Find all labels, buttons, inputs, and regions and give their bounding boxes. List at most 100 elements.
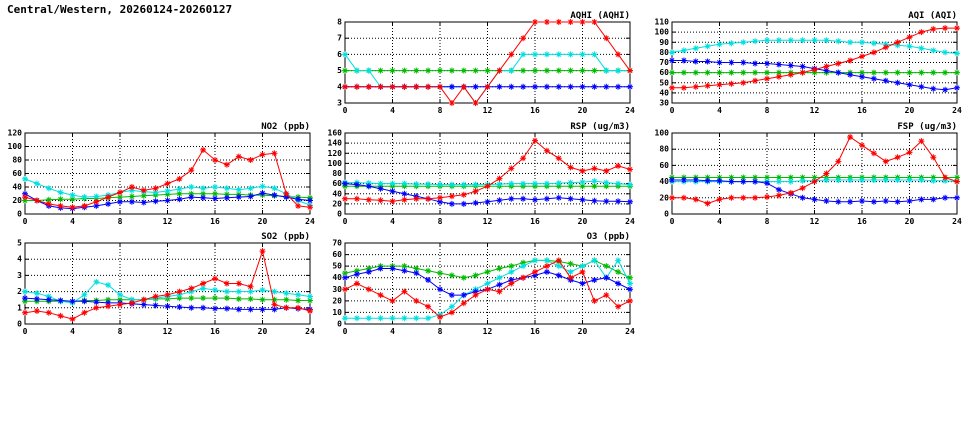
svg-text:4: 4 xyxy=(717,217,722,226)
svg-text:8: 8 xyxy=(438,106,443,115)
svg-text:7: 7 xyxy=(337,34,342,43)
svg-text:0: 0 xyxy=(343,106,348,115)
svg-text:5: 5 xyxy=(337,66,342,75)
no2-chart: 0 20 40 60 80 100 120 0 4 8 12 16 20 24 NO2 (ppb) xyxy=(0,121,320,229)
page-title: Central/Western, 20260124-20260127 xyxy=(7,3,233,16)
svg-text:2: 2 xyxy=(17,287,22,296)
svg-text:20: 20 xyxy=(332,296,342,305)
svg-text:24: 24 xyxy=(952,106,962,115)
svg-text:16: 16 xyxy=(857,217,867,226)
svg-text:20: 20 xyxy=(258,217,268,226)
svg-text:16: 16 xyxy=(530,327,540,336)
svg-text:6: 6 xyxy=(337,50,342,59)
aqi-chart: 30 40 50 60 70 80 90 100 110 0 4 8 12 16 20 24 AQI (AQI) xyxy=(647,10,967,118)
svg-text:0: 0 xyxy=(343,217,348,226)
svg-text:4: 4 xyxy=(70,217,75,226)
svg-text:12: 12 xyxy=(483,217,493,226)
svg-text:4: 4 xyxy=(17,255,22,264)
svg-text:10: 10 xyxy=(332,308,342,317)
svg-text:24: 24 xyxy=(625,327,635,336)
svg-text:100: 100 xyxy=(328,159,343,168)
svg-text:160: 160 xyxy=(328,129,343,138)
svg-text:100: 100 xyxy=(655,129,670,138)
svg-text:24: 24 xyxy=(305,327,315,336)
svg-text:0: 0 xyxy=(343,327,348,336)
svg-text:0: 0 xyxy=(670,217,675,226)
svg-text:20: 20 xyxy=(578,327,588,336)
svg-text:40: 40 xyxy=(659,177,669,186)
svg-text:30: 30 xyxy=(659,99,669,108)
svg-text:20: 20 xyxy=(332,199,342,208)
so2-chart: 0 1 2 3 4 5 0 4 8 12 16 20 24 SO2 (ppb) xyxy=(0,231,320,339)
svg-text:8: 8 xyxy=(438,327,443,336)
svg-text:FSP (ug/m3): FSP (ug/m3) xyxy=(897,122,957,132)
svg-text:4: 4 xyxy=(390,217,395,226)
svg-text:3: 3 xyxy=(17,271,22,280)
svg-text:60: 60 xyxy=(332,179,342,188)
svg-text:140: 140 xyxy=(328,139,343,148)
svg-text:4: 4 xyxy=(70,327,75,336)
svg-text:20: 20 xyxy=(578,217,588,226)
svg-text:100: 100 xyxy=(8,142,23,151)
svg-text:120: 120 xyxy=(328,149,343,158)
svg-text:90: 90 xyxy=(659,38,669,47)
svg-text:RSP (ug/m3): RSP (ug/m3) xyxy=(570,122,630,132)
svg-text:4: 4 xyxy=(717,106,722,115)
svg-text:4: 4 xyxy=(390,106,395,115)
fsp-chart: 0 20 40 60 80 100 0 4 8 12 16 20 24 FSP (ug/m3) xyxy=(647,121,967,229)
svg-text:8: 8 xyxy=(765,106,770,115)
svg-text:8: 8 xyxy=(118,327,123,336)
svg-text:70: 70 xyxy=(659,58,669,67)
svg-text:16: 16 xyxy=(530,106,540,115)
svg-text:50: 50 xyxy=(659,78,669,87)
svg-text:80: 80 xyxy=(332,169,342,178)
svg-text:0: 0 xyxy=(17,210,22,219)
svg-text:8: 8 xyxy=(118,217,123,226)
svg-text:24: 24 xyxy=(625,217,635,226)
svg-text:60: 60 xyxy=(659,68,669,77)
svg-text:80: 80 xyxy=(12,156,22,165)
svg-text:20: 20 xyxy=(12,196,22,205)
svg-text:1: 1 xyxy=(17,303,22,312)
svg-text:40: 40 xyxy=(659,88,669,97)
aqhi-chart: 3 4 5 6 7 8 0 4 8 12 16 20 24 AQHI (AQHI) xyxy=(320,10,640,118)
svg-text:24: 24 xyxy=(952,217,962,226)
svg-text:5: 5 xyxy=(17,239,22,248)
svg-text:16: 16 xyxy=(210,327,220,336)
svg-text:50: 50 xyxy=(332,262,342,271)
svg-text:8: 8 xyxy=(337,18,342,27)
svg-text:40: 40 xyxy=(12,183,22,192)
svg-text:4: 4 xyxy=(337,82,342,91)
svg-text:12: 12 xyxy=(163,217,173,226)
svg-text:80: 80 xyxy=(659,145,669,154)
svg-text:60: 60 xyxy=(659,161,669,170)
svg-text:20: 20 xyxy=(258,327,268,336)
svg-text:12: 12 xyxy=(810,217,820,226)
svg-text:O3 (ppb): O3 (ppb) xyxy=(587,232,630,242)
svg-text:0: 0 xyxy=(664,210,669,219)
rsp-chart: 0 20 40 60 80 100 120 140 160 0 4 8 12 16 20 24 RSP (ug/… xyxy=(320,121,640,229)
svg-text:8: 8 xyxy=(438,217,443,226)
svg-text:SO2 (ppb): SO2 (ppb) xyxy=(261,232,310,242)
svg-text:40: 40 xyxy=(332,189,342,198)
o3-chart: 0 10 20 30 40 50 60 70 0 4 8 12 16 20 24 O3 (ppb) xyxy=(320,231,640,339)
svg-text:20: 20 xyxy=(905,217,915,226)
svg-text:20: 20 xyxy=(659,193,669,202)
svg-text:12: 12 xyxy=(810,106,820,115)
svg-text:16: 16 xyxy=(210,217,220,226)
svg-text:20: 20 xyxy=(905,106,915,115)
svg-text:24: 24 xyxy=(625,106,635,115)
svg-text:3: 3 xyxy=(337,99,342,108)
svg-text:24: 24 xyxy=(305,217,315,226)
svg-text:0: 0 xyxy=(337,320,342,329)
svg-text:0: 0 xyxy=(337,210,342,219)
svg-text:0: 0 xyxy=(670,106,675,115)
svg-text:12: 12 xyxy=(163,327,173,336)
svg-text:0: 0 xyxy=(23,327,28,336)
svg-text:8: 8 xyxy=(765,217,770,226)
svg-text:100: 100 xyxy=(655,28,670,37)
svg-text:AQI (AQI): AQI (AQI) xyxy=(908,11,957,21)
svg-text:12: 12 xyxy=(483,106,493,115)
svg-text:AQHI (AQHI): AQHI (AQHI) xyxy=(570,11,630,21)
